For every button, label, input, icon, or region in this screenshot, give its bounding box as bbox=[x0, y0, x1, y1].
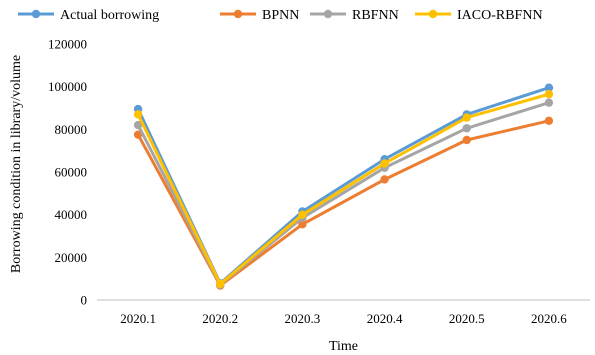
legend-item: IACO-RBFNN bbox=[415, 8, 543, 23]
data-point bbox=[544, 89, 554, 99]
x-tick-label: 2020.6 bbox=[531, 311, 567, 326]
data-point bbox=[380, 159, 389, 168]
legend-label: IACO-RBFNN bbox=[457, 8, 543, 23]
y-tick-label: 40000 bbox=[55, 207, 88, 222]
x-tick-label: 2020.2 bbox=[202, 311, 238, 326]
legend-swatch-marker bbox=[31, 9, 41, 19]
data-point bbox=[544, 98, 554, 107]
series-bpnn bbox=[133, 116, 554, 290]
legend-swatch-marker bbox=[428, 9, 438, 19]
data-point bbox=[462, 113, 471, 122]
legend-swatch-marker bbox=[323, 9, 333, 19]
series-iaco-rbfnn bbox=[133, 89, 554, 289]
data-point bbox=[380, 175, 389, 184]
data-point bbox=[216, 279, 225, 289]
y-tick-label: 60000 bbox=[55, 165, 88, 180]
data-point bbox=[133, 110, 143, 119]
y-axis-ticks: 0 20000 40000 60000 80000 100000 120000 bbox=[48, 37, 87, 308]
y-tick-label: 120000 bbox=[48, 37, 87, 52]
x-tick-label: 2020.1 bbox=[120, 311, 156, 326]
legend-swatch-marker bbox=[233, 9, 243, 19]
data-point bbox=[544, 116, 554, 126]
data-point bbox=[298, 220, 307, 229]
y-tick-label: 20000 bbox=[55, 250, 88, 265]
series-rbfnn bbox=[133, 98, 554, 289]
series-line bbox=[136, 101, 551, 287]
x-axis-title: Time bbox=[329, 339, 358, 354]
data-point bbox=[133, 120, 143, 130]
axes: 0 20000 40000 60000 80000 100000 120000 2020.1… bbox=[48, 37, 590, 326]
series-line bbox=[136, 86, 551, 285]
x-tick-label: 2020.5 bbox=[449, 311, 485, 326]
data-point bbox=[544, 83, 554, 92]
x-axis-ticks: 2020.1 2020.2 2020.3 2020.4 2020.5 2020.6 bbox=[120, 311, 567, 326]
x-tick-label: 2020.3 bbox=[285, 311, 321, 326]
data-point bbox=[462, 124, 471, 133]
data-point bbox=[298, 210, 307, 219]
x-tick-label: 2020.4 bbox=[367, 311, 403, 326]
legend-item: RBFNN bbox=[310, 8, 399, 23]
legend-label: RBFNN bbox=[352, 8, 399, 23]
series-layer bbox=[133, 83, 554, 290]
legend: Actual borrowing BPNN RBFNN IACO-RBFNN bbox=[18, 8, 543, 23]
legend-item: Actual borrowing bbox=[18, 8, 159, 23]
legend-label: BPNN bbox=[262, 8, 299, 23]
y-axis-title: Borrowing condition in library/volume bbox=[9, 55, 24, 273]
data-point bbox=[462, 135, 471, 145]
series-line bbox=[136, 119, 551, 287]
series-line bbox=[136, 92, 551, 286]
data-point bbox=[133, 130, 143, 139]
y-tick-label: 100000 bbox=[48, 79, 87, 94]
y-tick-label: 0 bbox=[81, 293, 88, 308]
y-tick-label: 80000 bbox=[55, 122, 88, 137]
legend-label: Actual borrowing bbox=[60, 8, 159, 23]
series-actual-borrowing bbox=[133, 83, 554, 288]
legend-item: BPNN bbox=[220, 8, 299, 23]
